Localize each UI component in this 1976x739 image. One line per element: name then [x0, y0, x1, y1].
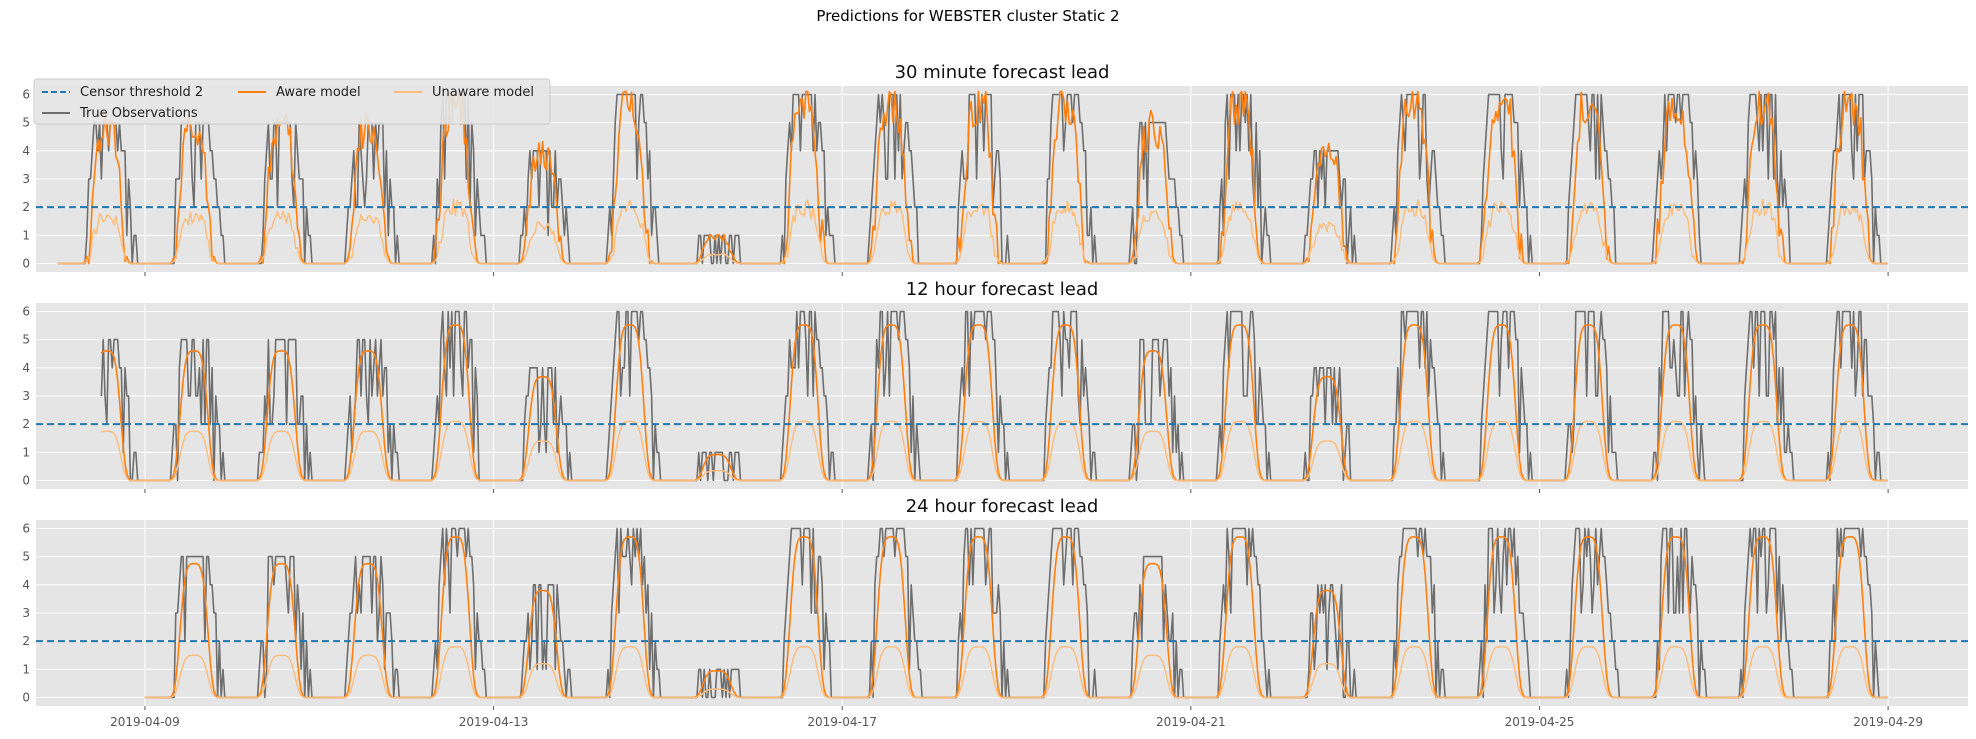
y-tick-label: 4: [22, 578, 30, 592]
series-line-true_obs: [57, 93, 1889, 265]
y-tick-label: 3: [22, 389, 30, 403]
y-tick-label: 2: [22, 417, 30, 431]
panel-3: 0 1 2 3 4 5 6 2019-04-09 2019-04-13 2019-04-17 201…: [22, 496, 1968, 729]
y-tick-label: 0: [22, 474, 30, 488]
panel-title: 24 hour forecast lead: [906, 496, 1099, 517]
panels: 0 1 2 3 4 5 6 30 minute forecast lead 0 1 2 3 4 5 6 12 …: [22, 62, 1968, 729]
series-line-unaware: [57, 198, 1889, 265]
figure-title: Predictions for WEBSTER cluster Static 2: [816, 7, 1119, 25]
x-tick-label: 2019-04-29: [1853, 715, 1923, 729]
y-tick-label: 1: [22, 445, 30, 459]
y-tick-label: 3: [22, 606, 30, 620]
y-tick-label: 6: [22, 304, 30, 318]
panel-title: 30 minute forecast lead: [895, 62, 1110, 83]
y-tick-label: 5: [22, 333, 30, 347]
legend: Censor threshold 2 True Observations Aware…: [33, 78, 551, 125]
series-line-aware: [57, 90, 1889, 265]
panel-2: 0 1 2 3 4 5 6 12 hour forecast lead: [22, 279, 1968, 493]
x-tick-label: 2019-04-25: [1505, 715, 1575, 729]
y-tick-label: 1: [22, 228, 30, 242]
legend-box: [33, 78, 551, 125]
panel-title: 12 hour forecast lead: [906, 279, 1099, 300]
y-tick-label: 0: [22, 257, 30, 271]
y-tick-label: 6: [22, 521, 30, 535]
x-tick-label: 2019-04-21: [1156, 715, 1226, 729]
x-tick-label: 2019-04-09: [110, 715, 180, 729]
y-tick-label: 5: [22, 116, 30, 130]
series-line-unaware: [144, 646, 1889, 699]
x-tick-label: 2019-04-17: [807, 715, 877, 729]
y-tick-label: 1: [22, 662, 30, 676]
legend-label-unaware: Unaware model: [432, 85, 534, 100]
y-tick-label: 6: [22, 87, 30, 101]
y-tick-label: 4: [22, 361, 30, 375]
legend-label-aware: Aware model: [276, 85, 361, 100]
y-tick-label: 4: [22, 144, 30, 158]
x-tick-label: 2019-04-13: [459, 715, 529, 729]
series-line-unaware: [101, 420, 1889, 482]
y-tick-label: 5: [22, 550, 30, 564]
y-tick-label: 2: [22, 634, 30, 648]
y-tick-label: 2: [22, 200, 30, 214]
y-tick-label: 3: [22, 172, 30, 186]
legend-label-true_obs: True Observations: [79, 106, 198, 121]
legend-label-censor: Censor threshold 2: [80, 85, 203, 100]
y-tick-label: 0: [22, 691, 30, 705]
